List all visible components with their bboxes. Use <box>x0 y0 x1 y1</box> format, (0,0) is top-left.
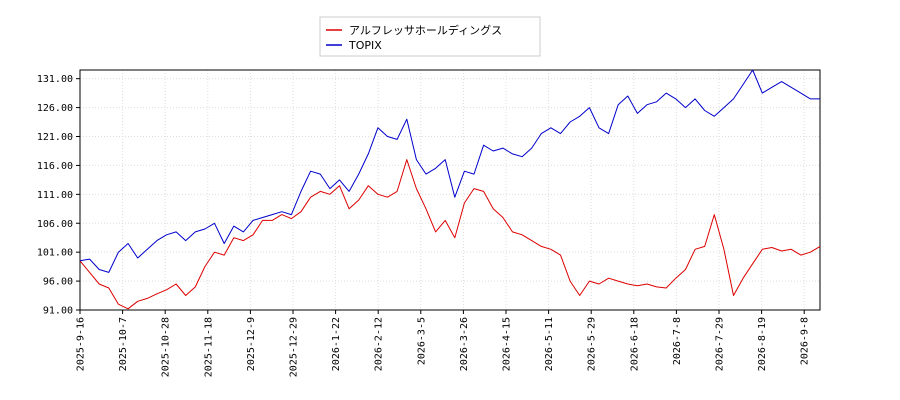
y-tick-label: 106.00 <box>37 219 73 230</box>
y-axis-ticks: 91.00 96.00 101.00 106.00 111.00 116.00 121.00… <box>37 74 80 317</box>
x-tick-label: 2025-12-29 <box>289 317 300 377</box>
legend: アルフレッサホールディングス TOPIX <box>319 16 541 57</box>
y-tick-label: 121.00 <box>37 132 73 143</box>
x-tick-label: 2026-9-8 <box>800 317 811 365</box>
axes <box>79 69 821 311</box>
x-tick-label: 2025-12-9 <box>246 317 257 371</box>
y-tick-label: 96.00 <box>43 277 73 288</box>
legend-box <box>319 16 541 57</box>
x-axis-ticks: 2025-9-16 2025-10-7 2025-10-28 2025-11-18 20… <box>76 310 811 377</box>
plot-frame <box>79 69 821 311</box>
grid <box>79 70 820 311</box>
x-tick-label: 2025-11-18 <box>203 317 214 377</box>
x-tick-label: 2026-6-18 <box>629 317 640 371</box>
x-tick-label: 2026-5-11 <box>544 317 555 371</box>
series-lines <box>79 69 821 310</box>
x-tick-label: 2026-2-12 <box>374 317 385 371</box>
y-tick-label: 111.00 <box>37 190 73 201</box>
y-tick-label: 91.00 <box>43 306 73 317</box>
x-tick-label: 2026-5-29 <box>587 317 598 371</box>
x-tick-label: 2026-4-15 <box>502 317 513 371</box>
x-tick-label: 2026-3-26 <box>459 317 470 371</box>
series-line-1 <box>79 69 820 273</box>
x-tick-label: 2026-1-22 <box>331 317 342 371</box>
legend-label-alfresa: アルフレッサホールディングス <box>349 23 502 37</box>
y-tick-label: 116.00 <box>37 161 73 172</box>
x-tick-label: 2026-7-8 <box>672 317 683 365</box>
legend-label-topix: TOPIX <box>348 39 382 52</box>
x-tick-label: 2026-7-29 <box>715 317 726 371</box>
x-tick-label: 2025-10-7 <box>118 317 129 371</box>
y-tick-label: 101.00 <box>37 248 73 259</box>
y-tick-label: 131.00 <box>37 74 73 85</box>
y-tick-label: 126.00 <box>37 103 73 114</box>
series-line-0 <box>79 159 821 310</box>
x-tick-label: 2026-3-5 <box>416 317 427 365</box>
x-tick-label: 2025-9-16 <box>76 317 87 371</box>
x-tick-label: 2026-8-19 <box>757 317 768 371</box>
x-tick-label: 2025-10-28 <box>161 317 172 377</box>
